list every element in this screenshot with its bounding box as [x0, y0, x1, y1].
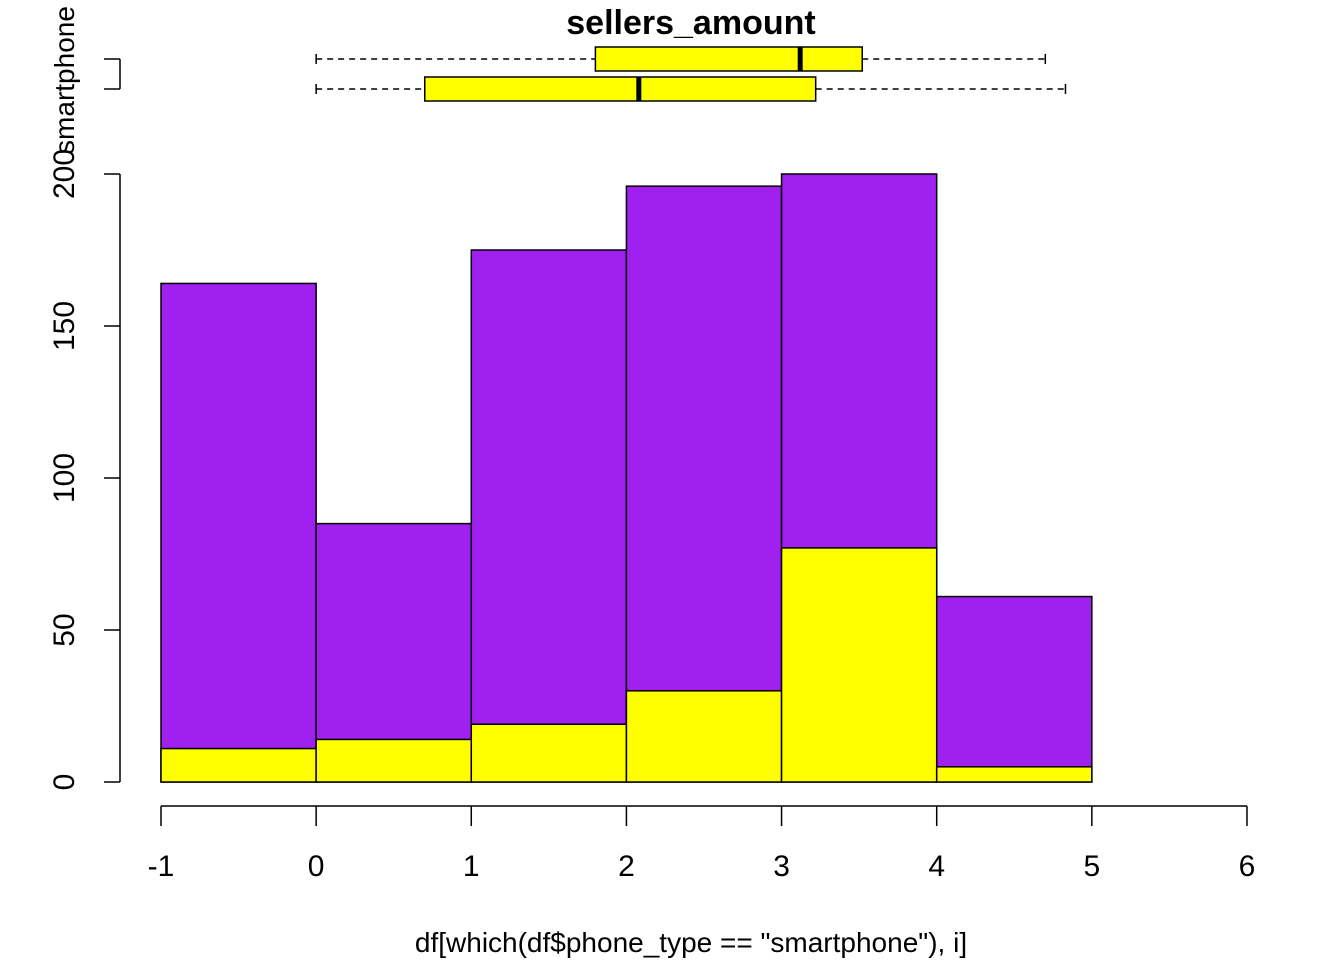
x-tick-label: 2	[618, 850, 635, 883]
histogram-bar-s1-4	[780, 547, 938, 783]
bars-layer	[160, 173, 1093, 783]
boxplot-layer	[104, 46, 1067, 102]
y-tick-label: 150	[48, 301, 81, 351]
histogram-bar-s1-2	[470, 723, 628, 783]
histogram-bar-s1-0	[160, 747, 317, 783]
x-axis-label: df[which(df$phone_type == "smartphone"),…	[415, 927, 967, 958]
x-tick-label: -1	[148, 850, 175, 883]
x-tick-label: 4	[928, 850, 945, 883]
x-tick-label: 5	[1083, 850, 1100, 883]
y-tick-label: 100	[48, 453, 81, 503]
chart-title: sellers_amount	[566, 4, 815, 42]
x-tick-label: 0	[308, 850, 325, 883]
x-tick-label: 6	[1239, 850, 1256, 883]
boxplot-box	[423, 76, 817, 102]
x-tick-label: 1	[463, 850, 480, 883]
y-axis: 0 50 100 150 200	[48, 149, 121, 791]
histogram-bar-s1-3	[625, 690, 783, 783]
y-tick-label: 50	[48, 613, 81, 646]
x-tick-label: 3	[773, 850, 790, 883]
histogram-bar-s0-2	[470, 249, 628, 783]
histogram-bar-s0-3	[625, 185, 783, 783]
y-tick-label: 200	[48, 149, 81, 199]
histogram-bar-s0-0	[160, 282, 317, 783]
histogram-bar-s1-5	[935, 766, 1093, 783]
boxplot-box	[594, 46, 863, 72]
x-axis: -1 0 1 2 3 4 5 6	[148, 805, 1256, 883]
y-tick-label: 0	[48, 774, 81, 791]
boxplot-axis-label: smartphone	[49, 6, 80, 154]
histogram-bar-s0-5	[935, 595, 1093, 783]
histogram-bar-s1-1	[315, 738, 473, 783]
